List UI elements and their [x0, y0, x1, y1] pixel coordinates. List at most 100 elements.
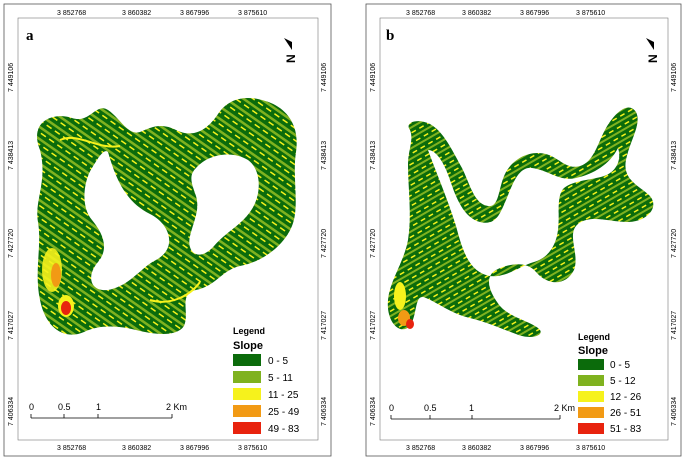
tick-label: 3 860382: [462, 445, 491, 452]
scale-label: 0.5: [58, 402, 71, 412]
panel-a-top-ticks: 3 852768 3 860382 3 867996 3 875610: [57, 10, 267, 17]
scale-label: 0.5: [424, 403, 437, 413]
legend-subtitle: Slope: [233, 340, 263, 352]
tick-label: 7 406334: [8, 397, 15, 426]
legend-label: 5 - 11: [268, 373, 293, 384]
tick-label: 3 867996: [180, 445, 209, 452]
north-symbol: N: [284, 54, 298, 63]
scale-label: 0: [29, 402, 34, 412]
legend-label: 26 - 51: [610, 408, 642, 419]
legend-item: 51 - 83: [578, 423, 642, 435]
panel-b-legend: Legend Slope 0 - 5 5 - 12 12 - 26 26 - 5…: [578, 332, 642, 435]
panel-b-label: b: [386, 28, 394, 44]
tick-label: 7 438413: [370, 141, 377, 170]
legend-swatch: [578, 391, 604, 402]
panel-a-map-frame: [17, 17, 319, 441]
tick-label: 3 860382: [122, 445, 151, 452]
legend-label: 49 - 83: [268, 424, 300, 435]
panel-b-scalebar: 0 0.5 1 2 Km: [389, 403, 575, 420]
tick-label: 3 860382: [462, 10, 491, 17]
tick-label: 7 427720: [8, 229, 15, 258]
scale-label: 1: [469, 403, 474, 413]
legend-item: 11 - 25: [233, 388, 299, 401]
legend-label: 0 - 5: [610, 360, 630, 371]
scale-label: 1: [96, 402, 101, 412]
legend-swatch: [233, 422, 261, 434]
panel-b-slope-raster: [387, 107, 654, 337]
legend-label: 25 - 49: [268, 407, 300, 418]
legend-item: 0 - 5: [578, 359, 630, 371]
panel-a-scalebar: 0 0.5 1 2 Km: [29, 402, 187, 419]
tick-label: 7 449106: [671, 63, 678, 92]
legend-label: 11 - 25: [268, 390, 299, 401]
legend-item: 26 - 51: [578, 407, 642, 419]
tick-label: 3 867996: [180, 10, 209, 17]
north-symbol: N: [646, 54, 660, 63]
tick-label: 3 875610: [238, 445, 267, 452]
tick-label: 3 875610: [238, 10, 267, 17]
panel-b-bottom-ticks: 3 852768 3 860382 3 867996 3 875610: [406, 445, 605, 452]
tick-label: 7 427720: [671, 229, 678, 258]
scale-label: 2 Km: [166, 402, 187, 412]
north-arrow-icon: N: [646, 38, 660, 63]
legend-item: 12 - 26: [578, 391, 642, 403]
legend-label: 12 - 26: [610, 392, 642, 403]
tick-label: 3 875610: [576, 445, 605, 452]
panel-a-left-ticks: 7 449106 7 438413 7 427720 7 417027 7 40…: [8, 63, 15, 426]
panel-a: 3 852768 3 860382 3 867996 3 875610 3 85…: [3, 3, 332, 457]
panel-a-slope-raster: [37, 97, 297, 335]
panel-a-legend: Legend Slope 0 - 5 5 - 11 11 - 25 25 - 4…: [233, 326, 300, 435]
legend-swatch: [578, 423, 604, 434]
tick-label: 7 417027: [370, 311, 377, 340]
legend-item: 5 - 12: [578, 375, 636, 387]
legend-label: 51 - 83: [610, 424, 642, 435]
legend-item: 25 - 49: [233, 405, 300, 418]
tick-label: 3 867996: [520, 10, 549, 17]
legend-swatch: [233, 405, 261, 417]
tick-label: 7 449106: [321, 63, 328, 92]
panel-b-left-ticks: 7 449106 7 438413 7 427720 7 417027 7 40…: [370, 63, 377, 426]
legend-title: Legend: [233, 326, 265, 336]
tick-label: 7 449106: [8, 63, 15, 92]
legend-swatch: [578, 375, 604, 386]
tick-label: 7 406334: [671, 397, 678, 426]
legend-swatch: [578, 407, 604, 418]
tick-label: 3 852768: [406, 10, 435, 17]
scale-label: 2 Km: [554, 403, 575, 413]
legend-item: 5 - 11: [233, 371, 293, 384]
panel-b: 3 852768 3 860382 3 867996 3 875610 3 85…: [365, 3, 682, 457]
tick-label: 3 860382: [122, 10, 151, 17]
tick-label: 7 449106: [370, 63, 377, 92]
tick-label: 7 406334: [370, 397, 377, 426]
panel-b-map-frame: [379, 17, 669, 441]
tick-label: 7 417027: [671, 311, 678, 340]
legend-swatch: [578, 359, 604, 370]
tick-label: 7 438413: [8, 141, 15, 170]
tick-label: 3 867996: [520, 445, 549, 452]
tick-label: 7 417027: [321, 311, 328, 340]
panel-a-label: a: [26, 28, 34, 44]
tick-label: 7 438413: [671, 141, 678, 170]
tick-label: 7 427720: [370, 229, 377, 258]
tick-label: 7 438413: [321, 141, 328, 170]
tick-label: 3 852768: [57, 10, 86, 17]
legend-swatch: [233, 354, 261, 366]
panel-a-right-ticks: 7 449106 7 438413 7 427720 7 417027 7 40…: [321, 63, 328, 426]
panel-b-right-ticks: 7 449106 7 438413 7 427720 7 417027 7 40…: [671, 63, 678, 426]
legend-item: 0 - 5: [233, 354, 288, 367]
panel-b-top-ticks: 3 852768 3 860382 3 867996 3 875610: [406, 10, 605, 17]
legend-label: 5 - 12: [610, 376, 636, 387]
legend-item: 49 - 83: [233, 422, 300, 435]
legend-subtitle: Slope: [578, 345, 608, 357]
tick-label: 3 875610: [576, 10, 605, 17]
tick-label: 3 852768: [406, 445, 435, 452]
scale-label: 0: [389, 403, 394, 413]
tick-label: 3 852768: [57, 445, 86, 452]
legend-title: Legend: [578, 332, 610, 342]
legend-swatch: [233, 388, 261, 400]
legend-label: 0 - 5: [268, 356, 288, 367]
tick-label: 7 417027: [8, 311, 15, 340]
panel-a-bottom-ticks: 3 852768 3 860382 3 867996 3 875610: [57, 445, 267, 452]
tick-label: 7 427720: [321, 229, 328, 258]
